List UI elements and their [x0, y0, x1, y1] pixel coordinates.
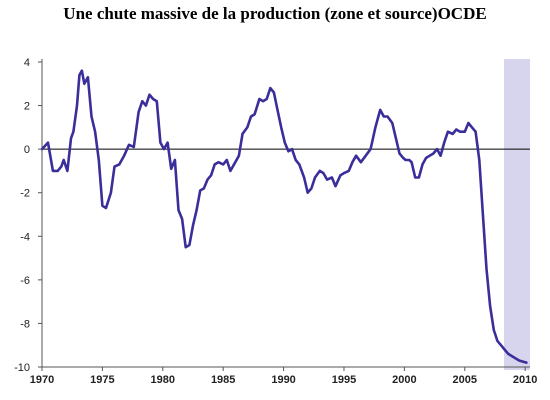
y-tick-label: -8	[20, 318, 30, 330]
y-tick-label: 0	[24, 144, 30, 156]
x-tick-label: 2005	[453, 374, 477, 386]
x-tick-label: 1990	[271, 374, 295, 386]
x-tick-label: 1985	[211, 374, 235, 386]
y-tick-label: 2	[24, 101, 30, 113]
series-line	[40, 69, 528, 364]
x-tick-label: 2010	[513, 374, 537, 386]
y-tick-label: 4	[24, 57, 30, 69]
chart-title: Une chute massive de la production (zone…	[63, 4, 487, 23]
shaded-region	[504, 59, 530, 370]
x-tick-label: 1975	[90, 374, 114, 386]
x-tick-label: 1995	[332, 374, 356, 386]
x-tick-label: 1980	[151, 374, 175, 386]
x-tick-label: 2000	[392, 374, 416, 386]
x-tick-label: 1970	[30, 374, 54, 386]
y-tick-label: -4	[20, 231, 30, 243]
y-tick-label: -2	[20, 188, 30, 200]
y-tick-label: -6	[20, 275, 30, 287]
y-tick-label: -10	[14, 362, 30, 374]
